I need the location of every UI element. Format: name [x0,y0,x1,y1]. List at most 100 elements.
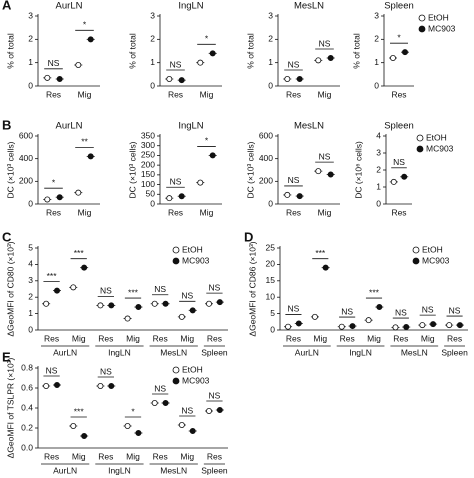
data-point [209,50,216,57]
data-point [75,62,82,69]
legend-label: EtOH [428,12,449,22]
data-point [216,299,223,306]
x-tick-label: Mig [367,333,381,343]
legend-marker [172,366,180,374]
significance-label: NS [154,383,166,393]
significance-label: NS [288,175,300,185]
data-point [70,422,77,429]
y-tick-label: 1 [28,308,33,318]
x-tick-label: Mig [180,451,194,461]
data-point [392,324,399,331]
x-tick-label: Mig [200,89,214,99]
x-tick-label: Mig [313,333,327,343]
data-point [403,324,410,331]
significance-label: NS [181,291,193,301]
data-point [97,382,104,389]
y-tick-label: 0 [268,198,273,208]
legend-label: MC903 [182,255,210,265]
data-point [75,189,82,196]
y-tick-label: 0 [28,80,33,90]
significance-label: NS [100,286,112,296]
legend-marker [412,246,420,254]
panel-letter: E [2,349,11,364]
x-tick-label: Mig [78,89,92,99]
data-point [327,171,334,178]
significance-label: * [205,34,209,44]
y-tick-label: 0 [150,80,155,90]
y-tick-label: 0 [374,80,379,90]
data-point [390,178,397,185]
x-tick-label: Mig [318,207,332,217]
data-point [135,429,142,436]
data-point [376,304,383,311]
legend-label: EtOH [426,132,447,142]
legend-marker [416,134,424,142]
data-point [349,323,356,330]
significance-label: NS [170,59,182,69]
significance-label: *** [47,271,58,281]
group-label: AurLN [53,465,77,475]
y-tick-label: 0.2 [21,422,33,432]
data-point [54,287,61,294]
y-tick-label: 5 [28,242,33,252]
data-point [81,264,88,271]
data-point [295,320,302,327]
x-tick-label: Mig [126,451,140,461]
data-point [311,313,318,320]
x-tick-label: Res [46,207,61,217]
significance-label: NS [319,151,331,161]
panel-letter: C [2,229,12,244]
y-axis-label: % of total [127,33,137,69]
group-label: IngLN [108,347,131,357]
legend-marker [418,25,426,33]
y-tick-label: 600 [19,130,33,140]
data-point [135,304,142,311]
significance-label: *** [128,287,139,297]
y-axis-label: DC (×10³ cells) [5,141,15,198]
x-tick-label: Res [153,333,168,343]
data-point [56,76,63,83]
y-tick-label: 0 [376,198,381,208]
legend-label: MC903 [182,375,210,385]
data-point [54,381,61,388]
y-tick-label: 2 [28,34,33,44]
significance-label: NS [170,176,182,186]
data-point [108,382,115,389]
significance-label: ** [81,137,88,147]
significance-label: NS [319,38,331,48]
x-tick-label: Mig [200,207,214,217]
y-tick-label: 200 [19,176,33,186]
significance-label: NS [393,157,405,167]
x-tick-label: Res [286,333,301,343]
chart-title: AurLN [56,121,83,132]
x-tick-label: Res [46,89,61,99]
significance-label: NS [181,405,193,415]
panel-letter: B [2,117,11,132]
y-tick-label: 4 [376,130,381,140]
y-axis-label: % of total [245,33,255,69]
x-tick-label: Res [168,207,183,217]
x-tick-label: Res [98,451,113,461]
y-axis-label: ΔGeoMFI of CD80 (×10³) [5,241,15,336]
chart-title: Spleen [384,121,414,132]
y-tick-label: 3 [28,275,33,285]
group-label: AurLN [53,347,77,357]
data-point [189,427,196,434]
data-point [446,322,453,329]
y-tick-label: 400 [259,153,273,163]
y-tick-label: 3 [28,10,33,20]
significance-label: NS [100,366,112,376]
y-tick-label: 1 [150,57,155,67]
x-tick-label: Res [393,333,408,343]
legend-marker [172,377,180,385]
x-tick-label: Res [153,451,168,461]
x-tick-label: Res [44,333,59,343]
x-tick-label: Mig [78,207,92,217]
x-tick-label: Mig [126,333,140,343]
y-tick-label: 200 [141,159,155,169]
legend-label: EtOH [182,244,203,254]
x-tick-label: Mig [72,451,86,461]
panel-letter: D [244,229,253,244]
data-point [401,49,408,56]
